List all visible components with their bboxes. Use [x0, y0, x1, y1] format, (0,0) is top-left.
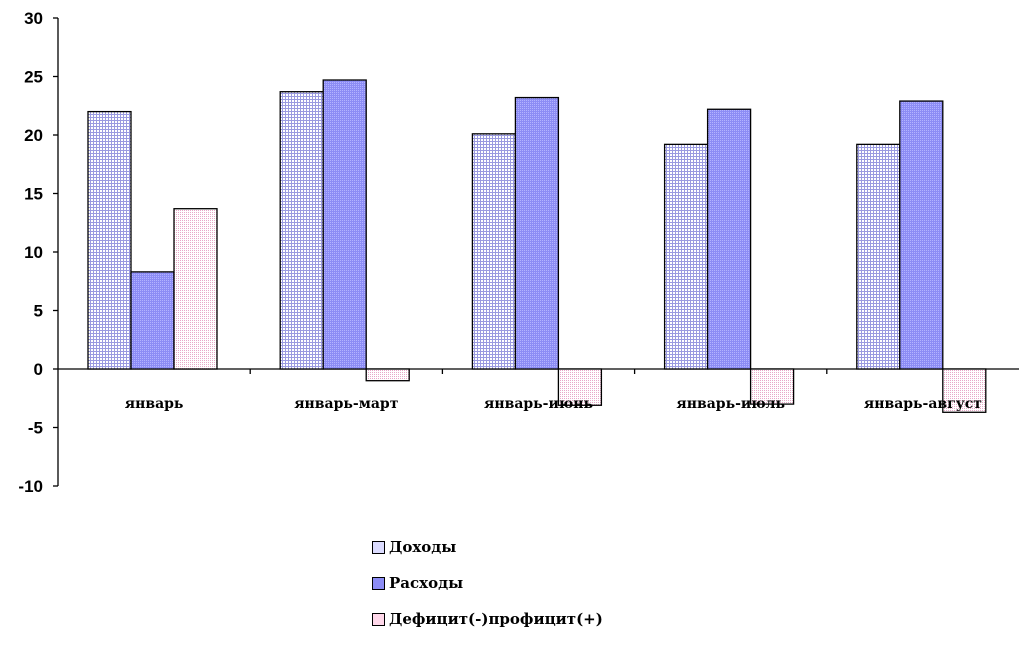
y-tick-label: 10	[24, 243, 43, 262]
legend-label: Расходы	[389, 574, 464, 592]
y-tick-label: 5	[34, 302, 43, 321]
legend-label: Дефицит(-)профицит(+)	[389, 610, 603, 628]
y-tick-label: 0	[34, 360, 43, 379]
x-category-label: январь-август	[864, 396, 982, 412]
bar-expenses	[899, 100, 944, 370]
y-tick-label: 25	[24, 68, 43, 87]
bar-income	[471, 133, 517, 370]
y-tick-label: 20	[24, 126, 43, 145]
bar-deficit	[749, 368, 795, 405]
y-tick-label: -5	[28, 419, 43, 438]
bar-deficit	[942, 368, 987, 413]
bar-income	[856, 143, 901, 370]
legend-item: Дефицит(-)профицит(+)	[372, 609, 603, 629]
bar-expenses	[322, 79, 367, 370]
x-category-label: январь-март	[294, 396, 399, 412]
bar-deficit	[557, 368, 603, 406]
bar-income	[87, 110, 132, 370]
x-category-label: январь	[125, 396, 184, 412]
legend-swatch	[372, 576, 385, 590]
bar-income	[279, 91, 324, 370]
bar-expenses	[706, 108, 752, 370]
legend-item: Расходы	[372, 573, 603, 593]
bar-income	[663, 143, 709, 370]
bars	[87, 79, 987, 413]
bar-expenses	[514, 96, 560, 370]
legend-swatch	[372, 612, 385, 626]
y-tick-label: 30	[24, 9, 43, 28]
legend-swatch	[372, 540, 385, 554]
x-category-label: январь-июнь	[484, 396, 593, 412]
y-tick-label: -10	[18, 477, 43, 496]
legend-label: Доходы	[389, 538, 457, 556]
bar-deficit	[173, 208, 218, 370]
labels: 30 25 20 15 10 5 0 -5 -10 январь январь-март январь…	[18, 9, 982, 496]
y-tick-label: 15	[24, 185, 43, 204]
bar-expenses	[130, 271, 175, 370]
legend: Доходы Расходы Дефицит(-)профицит(+)	[372, 537, 603, 645]
bar-deficit	[365, 368, 410, 382]
legend-item: Доходы	[372, 537, 603, 557]
x-category-label: январь-июль	[676, 396, 785, 412]
